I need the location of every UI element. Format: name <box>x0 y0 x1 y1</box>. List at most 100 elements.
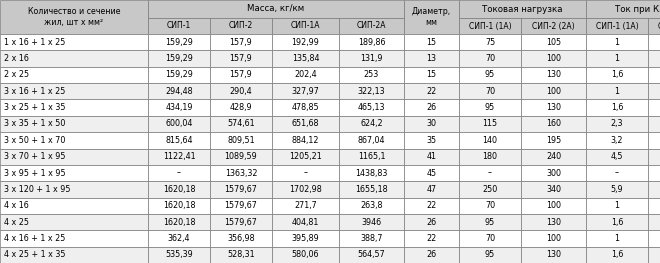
Bar <box>339 132 404 149</box>
Bar <box>0 116 148 132</box>
Text: Диаметр,
мм: Диаметр, мм <box>412 7 451 27</box>
Text: 41: 41 <box>426 152 436 161</box>
Text: 1089,59: 1089,59 <box>224 152 257 161</box>
Bar <box>404 230 459 247</box>
Text: 130: 130 <box>546 70 561 79</box>
Text: 157,9: 157,9 <box>230 54 252 63</box>
Bar <box>459 165 521 181</box>
Text: 22: 22 <box>426 234 437 243</box>
Bar <box>648 198 660 214</box>
Bar <box>459 149 521 165</box>
Bar <box>404 165 459 181</box>
Bar <box>272 149 339 165</box>
Text: 535,39: 535,39 <box>165 250 193 259</box>
Bar <box>404 198 459 214</box>
Text: 4 х 25: 4 х 25 <box>4 218 29 227</box>
Text: 1363,32: 1363,32 <box>225 169 257 178</box>
Text: 100: 100 <box>546 87 561 96</box>
Bar <box>586 83 648 99</box>
Text: Ток при К3, кА: Ток при К3, кА <box>615 4 660 13</box>
Bar <box>586 181 648 198</box>
Bar <box>148 0 404 18</box>
Bar <box>586 18 648 34</box>
Bar <box>148 149 210 165</box>
Text: 202,4: 202,4 <box>294 70 317 79</box>
Text: 3,2: 3,2 <box>610 136 623 145</box>
Text: 192,99: 192,99 <box>292 38 319 47</box>
Bar <box>586 99 648 116</box>
Bar <box>648 116 660 132</box>
Bar <box>339 67 404 83</box>
Text: 95: 95 <box>485 218 495 227</box>
Bar <box>272 230 339 247</box>
Text: 15: 15 <box>426 70 436 79</box>
Bar <box>521 149 586 165</box>
Text: 4 х 16 + 1 х 25: 4 х 16 + 1 х 25 <box>4 234 65 243</box>
Bar <box>0 247 148 263</box>
Bar <box>459 50 521 67</box>
Bar <box>210 99 272 116</box>
Text: 3946: 3946 <box>362 218 381 227</box>
Bar <box>0 230 148 247</box>
Text: 434,19: 434,19 <box>165 103 193 112</box>
Bar <box>404 149 459 165</box>
Text: 428,9: 428,9 <box>230 103 252 112</box>
Text: 70: 70 <box>485 201 495 210</box>
Bar <box>586 149 648 165</box>
Bar <box>339 230 404 247</box>
Text: 253: 253 <box>364 70 379 79</box>
Text: 1205,21: 1205,21 <box>289 152 322 161</box>
Text: –: – <box>177 169 181 178</box>
Text: 135,84: 135,84 <box>292 54 319 63</box>
Text: 4 х 25 + 1 х 35: 4 х 25 + 1 х 35 <box>4 250 65 259</box>
Bar <box>648 165 660 181</box>
Text: 1620,18: 1620,18 <box>163 218 195 227</box>
Text: 15: 15 <box>426 38 436 47</box>
Text: 327,97: 327,97 <box>292 87 319 96</box>
Bar <box>339 116 404 132</box>
Text: 130: 130 <box>546 103 561 112</box>
Bar <box>0 34 148 50</box>
Bar <box>521 181 586 198</box>
Text: 1620,18: 1620,18 <box>163 201 195 210</box>
Text: 195: 195 <box>546 136 561 145</box>
Text: 1579,67: 1579,67 <box>224 218 257 227</box>
Bar <box>148 165 210 181</box>
Text: СИП-2 (2А): СИП-2 (2А) <box>532 22 575 31</box>
Text: 1122,41: 1122,41 <box>162 152 195 161</box>
Bar <box>272 181 339 198</box>
Bar <box>586 230 648 247</box>
Bar <box>272 132 339 149</box>
Bar <box>0 149 148 165</box>
Bar <box>0 165 148 181</box>
Text: 271,7: 271,7 <box>294 201 317 210</box>
Text: 157,9: 157,9 <box>230 38 252 47</box>
Text: 26: 26 <box>426 103 436 112</box>
Bar <box>339 34 404 50</box>
Bar <box>459 34 521 50</box>
Bar <box>586 165 648 181</box>
Bar <box>339 165 404 181</box>
Text: 180: 180 <box>482 152 498 161</box>
Text: СИП-1 (1А): СИП-1 (1А) <box>596 22 638 31</box>
Bar <box>0 67 148 83</box>
Bar <box>521 99 586 116</box>
Bar <box>148 132 210 149</box>
Text: СИП-1А: СИП-1А <box>291 22 320 31</box>
Bar <box>648 214 660 230</box>
Bar <box>272 198 339 214</box>
Bar <box>339 214 404 230</box>
Bar <box>210 34 272 50</box>
Text: 815,64: 815,64 <box>165 136 193 145</box>
Bar <box>339 18 404 34</box>
Bar <box>459 83 521 99</box>
Bar <box>459 18 521 34</box>
Text: 100: 100 <box>546 234 561 243</box>
Text: 3 х 95 + 1 х 95: 3 х 95 + 1 х 95 <box>4 169 65 178</box>
Text: 322,13: 322,13 <box>358 87 385 96</box>
Bar <box>521 230 586 247</box>
Text: 624,2: 624,2 <box>360 119 383 128</box>
Bar <box>459 214 521 230</box>
Text: 250: 250 <box>482 185 498 194</box>
Text: 189,86: 189,86 <box>358 38 385 47</box>
